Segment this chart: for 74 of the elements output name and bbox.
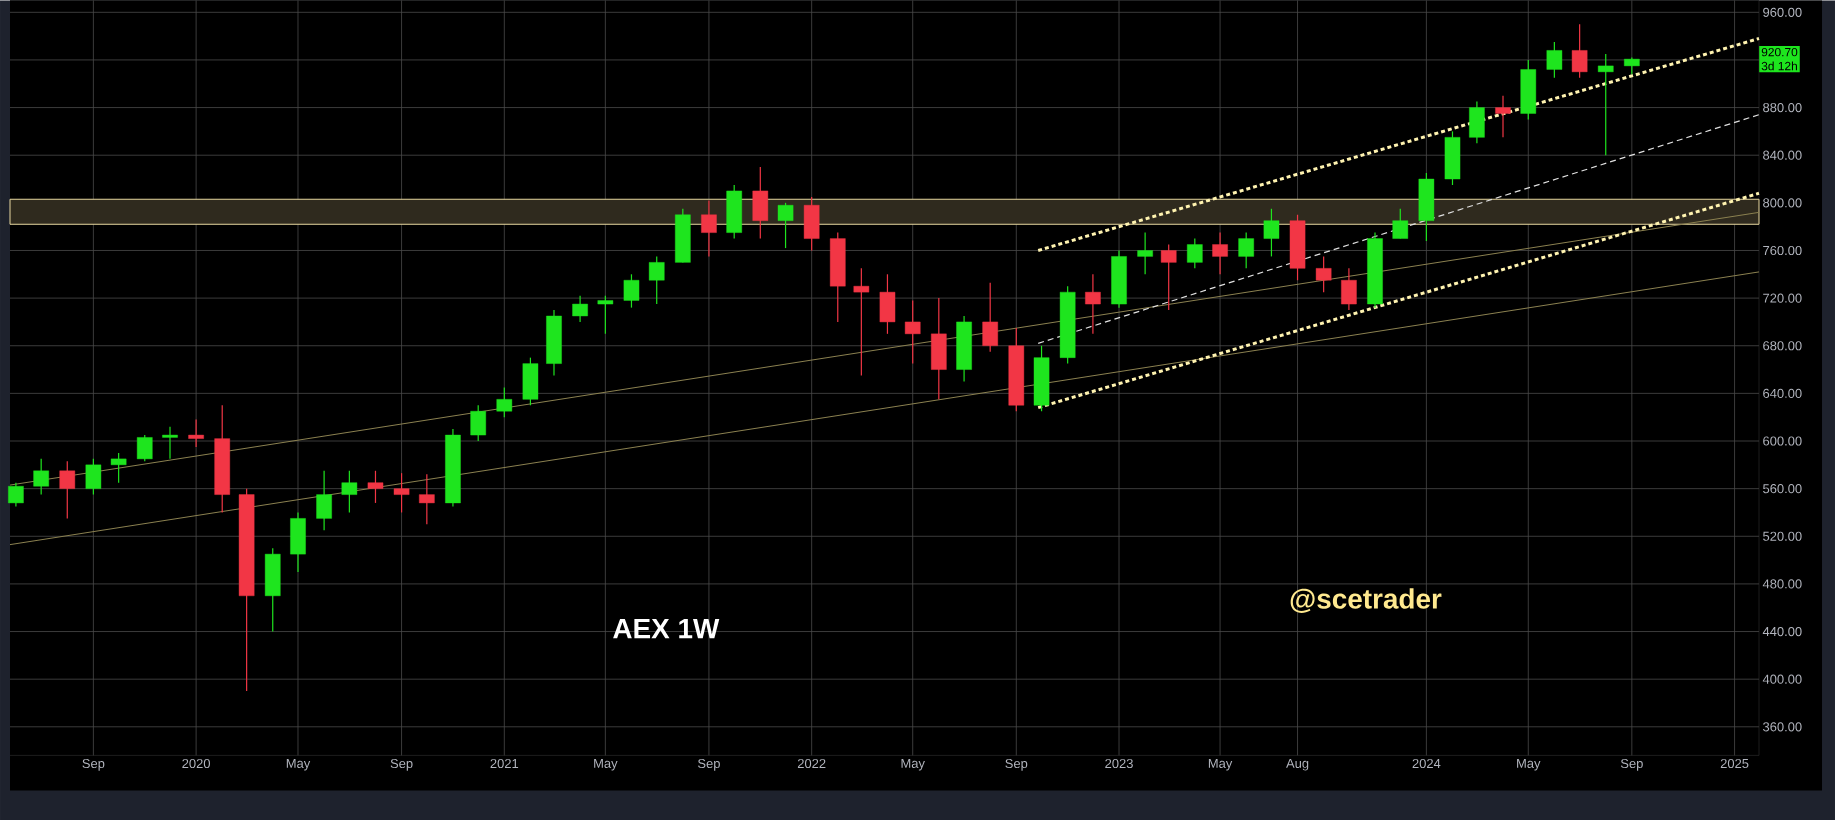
y-tick-label: 360.00 — [1763, 722, 1802, 732]
candlestick — [419, 473, 435, 525]
y-tick-label: 840.00 — [1763, 150, 1802, 160]
x-tick-label: May — [901, 758, 925, 771]
candlestick — [572, 294, 588, 323]
x-tick-label: 2022 — [797, 758, 826, 768]
candlestick — [1546, 41, 1563, 79]
candlestick — [59, 460, 76, 519]
candlestick — [341, 469, 358, 513]
candlestick — [853, 267, 870, 376]
candlestick — [393, 472, 410, 513]
candlestick — [136, 434, 153, 462]
candlestick — [367, 469, 384, 504]
y-tick-label: 520.00 — [1763, 531, 1802, 541]
y-tick-label: 400.00 — [1762, 674, 1802, 684]
candlestick — [1263, 208, 1280, 257]
y-tick-label: 720.00 — [1763, 293, 1802, 303]
candlestick — [162, 425, 178, 460]
candlestick — [1341, 267, 1357, 311]
candlestick — [8, 481, 24, 507]
y-tick-label: 880.00 — [1763, 102, 1802, 112]
candlestick — [1238, 231, 1254, 269]
x-tick-label: Sep — [82, 758, 105, 771]
x-tick-label: May — [286, 758, 311, 771]
annotation: AEX 1W — [613, 618, 720, 638]
candlestick — [33, 458, 49, 496]
text: 3d 12h — [1761, 61, 1797, 71]
candlestick — [1315, 255, 1332, 293]
candlestick — [1137, 231, 1153, 275]
y-tick-label: 760.00 — [1763, 245, 1802, 255]
y-tick-label: 680.00 — [1763, 340, 1802, 351]
candlestick — [316, 469, 332, 531]
x-tick-label: 2024 — [1412, 758, 1441, 768]
x-tick-label: 2023 — [1105, 758, 1133, 768]
x-tick-label: 2021 — [490, 758, 519, 768]
annotation: @scetrader — [1290, 588, 1442, 613]
x-tick-label: Sep — [1005, 758, 1028, 771]
candlestick — [648, 255, 665, 305]
candlestick — [1187, 237, 1203, 269]
y-tick-label: 960.00 — [1763, 7, 1802, 17]
candlestick — [1212, 231, 1228, 275]
x-tick-label: 2020 — [182, 758, 211, 768]
candlestick — [623, 273, 640, 309]
candlestick — [777, 202, 794, 249]
y-tick-label: 600.00 — [1763, 436, 1802, 446]
x-tick-label: Aug — [1286, 758, 1309, 771]
y-tick-label: 800.00 — [1763, 198, 1802, 208]
y-tick-label: 560.00 — [1763, 483, 1802, 494]
x-tick-label: Sep — [1620, 758, 1643, 771]
candlestick — [470, 404, 486, 442]
candlestick — [110, 452, 127, 484]
candlestick — [1085, 273, 1101, 335]
x-tick-label: 2025 — [1720, 758, 1749, 768]
candlestick — [1392, 208, 1409, 239]
candlestick — [85, 458, 102, 496]
candlestick — [1160, 243, 1177, 311]
x-tick-label: May — [1517, 758, 1541, 771]
candlestick — [982, 281, 998, 353]
x-tick-label: May — [594, 758, 618, 771]
x-tick-label: May — [1208, 758, 1233, 771]
x-tick-label: Sep — [390, 758, 413, 771]
candlestick — [701, 199, 717, 257]
candlestick — [597, 294, 614, 335]
x-tick-label: Sep — [698, 758, 720, 771]
y-tick-label: 640.00 — [1763, 388, 1802, 398]
candlestick — [1495, 94, 1511, 138]
candlestick — [904, 299, 921, 365]
candlestick — [496, 386, 513, 418]
candlestick — [188, 418, 204, 448]
y-tick-label: 440.00 — [1762, 626, 1802, 636]
candlestick — [1571, 23, 1588, 79]
y-tick-label: 480.00 — [1762, 579, 1802, 589]
text: 920.70 — [1761, 47, 1798, 57]
candlestick — [1597, 53, 1614, 156]
